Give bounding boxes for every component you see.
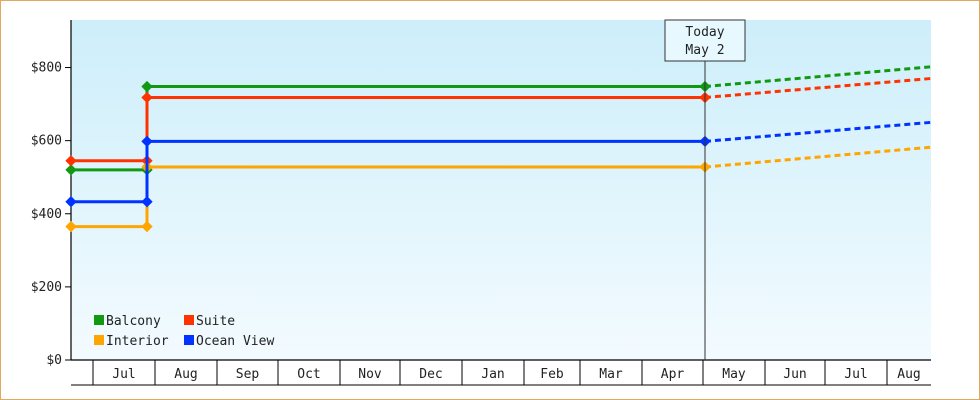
today-label: Today: [685, 25, 724, 40]
legend: Balcony Suite Interior Ocean View: [94, 314, 274, 349]
x-tick-label: Jul: [844, 367, 867, 382]
series-projection-balcony: [704, 65, 932, 89]
series-projection-interior: [704, 145, 932, 169]
y-tick-label: $600: [31, 134, 62, 149]
x-tick-label: May: [722, 367, 746, 382]
legend-swatch-ocean-view: [184, 335, 194, 345]
x-tick-label: Apr: [661, 367, 685, 382]
series-point-interior: [141, 220, 153, 233]
today-marker: Today May 2: [664, 19, 746, 360]
plot-area: [71, 20, 931, 360]
x-tick-label: Jul: [112, 367, 135, 382]
x-tick-label: Feb: [540, 367, 564, 382]
legend-label-suite: Suite: [196, 314, 235, 329]
today-box: [664, 19, 746, 62]
legend-swatch-interior: [94, 335, 104, 345]
y-tick-label: $400: [31, 207, 62, 222]
x-tick-label: Nov: [358, 367, 382, 382]
legend-swatch-suite: [184, 315, 194, 325]
x-tick-label: Dec: [419, 367, 442, 382]
y-tick-label: $800: [31, 61, 62, 76]
x-tick-label: Sep: [236, 367, 260, 382]
x-tick-label: Aug: [897, 367, 920, 382]
legend-label-interior: Interior: [106, 334, 169, 349]
legend-label-ocean-view: Ocean View: [196, 334, 274, 349]
x-tick-label: Jun: [783, 367, 806, 382]
series-layer: [65, 65, 932, 233]
series-point-ocean-view: [141, 135, 153, 148]
series-line-suite: [71, 96, 705, 163]
series-projection-ocean-view: [704, 120, 932, 143]
series-point-ocean-view: [141, 196, 153, 208]
x-tick-label: Aug: [174, 367, 197, 382]
series-line-ocean-view: [71, 139, 705, 204]
y-axis: $0 $200 $400 $600 $800: [31, 20, 72, 368]
legend-label-balcony: Balcony: [106, 314, 161, 329]
legend-swatch-balcony: [94, 315, 104, 325]
x-tick-label: Oct: [297, 367, 320, 382]
x-tick-label: Jan: [481, 367, 504, 382]
series-projection-suite: [704, 76, 932, 100]
today-date: May 2: [685, 43, 724, 58]
y-tick-label: $0: [46, 353, 62, 368]
x-axis: Jul Aug Sep Oct Nov Dec Jan Feb Mar Apr May Jun Jul A…: [71, 359, 931, 386]
y-tick-label: $200: [31, 280, 62, 295]
x-tick-label: Mar: [599, 367, 623, 382]
